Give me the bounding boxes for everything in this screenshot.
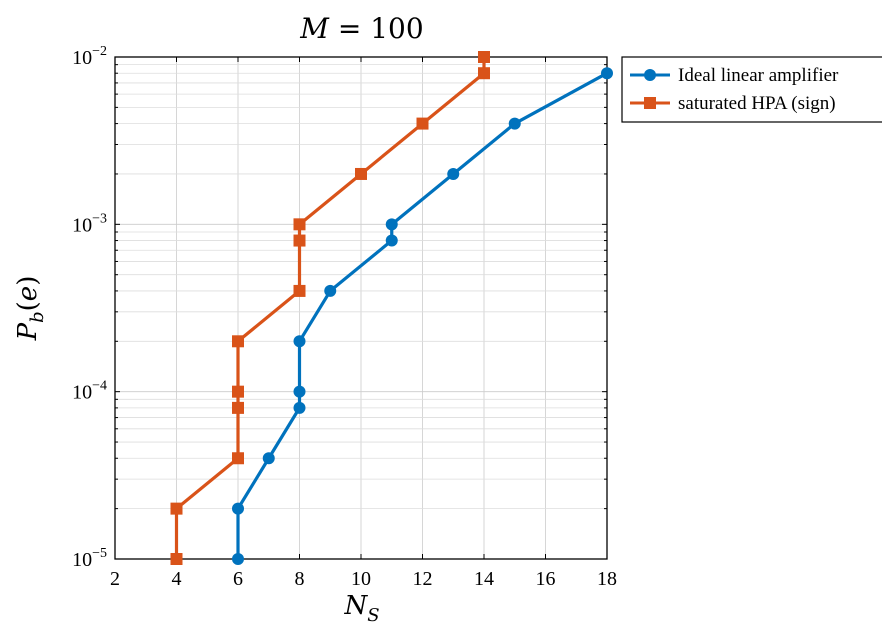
- x-tick-label: 12: [413, 568, 433, 590]
- data-point: [262, 452, 275, 465]
- data-point: [293, 385, 306, 398]
- series-0: [232, 67, 613, 565]
- data-point: [293, 335, 306, 348]
- data-point: [416, 117, 429, 130]
- data-point: [232, 335, 244, 348]
- data-point: [293, 284, 306, 297]
- data-point: [601, 67, 613, 80]
- x-tick-label: 8: [295, 568, 305, 590]
- data-point: [170, 553, 183, 565]
- y-tick-label: 10−2: [72, 44, 107, 69]
- data-point: [355, 167, 367, 180]
- y-tick-label: 10−3: [72, 211, 107, 236]
- data-point: [385, 234, 398, 247]
- legend-marker-ideal: [644, 69, 656, 81]
- axis-ticks: 2 4 6 8 10 12 14 16 18 10−5 10−4 10−3 10−2: [72, 44, 617, 590]
- x-tick-label: 16: [536, 568, 556, 590]
- series-1: [170, 51, 490, 565]
- data-point: [232, 452, 244, 465]
- data-point: [478, 67, 490, 80]
- data-point: [478, 51, 490, 63]
- x-tick-label: 4: [172, 568, 182, 590]
- data-point: [170, 502, 183, 515]
- y-axis-label: Pb(e): [13, 276, 48, 342]
- grid-lines: [114, 57, 608, 560]
- data-point: [232, 502, 244, 515]
- legend-box: [621, 56, 882, 123]
- data-point: [324, 284, 337, 297]
- legend-marker-saturated: [644, 97, 656, 109]
- x-tick-label: 14: [474, 568, 494, 590]
- data-point: [447, 167, 460, 180]
- data-point: [232, 553, 244, 565]
- data-point: [293, 401, 306, 414]
- legend-label-ideal: Ideal linear amplifier: [678, 65, 839, 86]
- x-axis-label: NS: [343, 591, 379, 622]
- y-tick-label: 10−4: [72, 379, 107, 404]
- y-tick-label: 10−5: [72, 546, 107, 571]
- data-point: [232, 401, 244, 414]
- data-point: [508, 117, 521, 130]
- x-tick-label: 10: [351, 568, 371, 590]
- chart-title: M = 100: [299, 12, 423, 45]
- series-line: [236, 71, 608, 559]
- x-tick-label: 2: [110, 568, 120, 590]
- data-point: [293, 218, 306, 231]
- series-line: [174, 57, 486, 559]
- legend: Ideal linear amplifier saturated HPA (si…: [621, 56, 882, 123]
- data-point: [385, 218, 398, 231]
- legend-label-saturated: saturated HPA (sign): [678, 93, 836, 114]
- series-layer: [170, 51, 613, 565]
- data-point: [293, 234, 306, 247]
- x-tick-label: 6: [233, 568, 243, 590]
- x-tick-label: 18: [597, 568, 617, 590]
- data-point: [232, 385, 244, 398]
